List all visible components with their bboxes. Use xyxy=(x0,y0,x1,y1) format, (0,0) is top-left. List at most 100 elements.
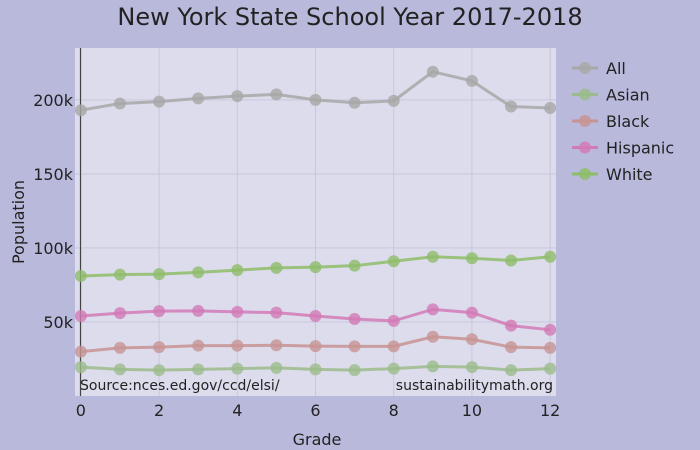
data-point-asian[interactable] xyxy=(387,362,400,375)
legend-item-hispanic[interactable]: Hispanic xyxy=(572,139,674,158)
legend-marker-asian xyxy=(579,88,591,101)
legend-item-asian[interactable]: Asian xyxy=(572,86,650,105)
data-point-hispanic[interactable] xyxy=(505,319,518,332)
credit-annotation: sustainabilitymath.org xyxy=(396,378,553,394)
series-black xyxy=(74,330,557,358)
data-point-black[interactable] xyxy=(231,339,244,352)
data-point-hispanic[interactable] xyxy=(231,305,244,318)
y-tick-label: 200k xyxy=(33,91,74,110)
data-point-black[interactable] xyxy=(153,341,166,354)
data-point-asian[interactable] xyxy=(74,361,87,374)
data-point-asian[interactable] xyxy=(192,363,205,376)
x-tick-label: 8 xyxy=(389,401,399,420)
data-point-white[interactable] xyxy=(465,252,478,265)
legend-label-hispanic: Hispanic xyxy=(606,139,674,158)
data-point-black[interactable] xyxy=(348,340,361,353)
data-point-white[interactable] xyxy=(544,250,557,263)
data-point-black[interactable] xyxy=(465,333,478,346)
data-point-asian[interactable] xyxy=(426,360,439,373)
data-point-all[interactable] xyxy=(270,88,283,101)
data-point-hispanic[interactable] xyxy=(387,314,400,327)
legend-label-black: Black xyxy=(606,112,650,131)
data-point-all[interactable] xyxy=(426,65,439,78)
data-point-all[interactable] xyxy=(348,96,361,109)
x-axis-label: Grade xyxy=(293,430,342,449)
data-point-all[interactable] xyxy=(544,101,557,114)
data-point-black[interactable] xyxy=(426,330,439,343)
data-point-all[interactable] xyxy=(74,104,87,117)
data-point-hispanic[interactable] xyxy=(426,303,439,316)
data-point-asian[interactable] xyxy=(348,364,361,377)
x-tick-label: 12 xyxy=(540,401,560,420)
data-point-white[interactable] xyxy=(387,255,400,268)
legend-marker-white xyxy=(579,168,591,180)
legend-item-black[interactable]: Black xyxy=(572,112,650,131)
data-point-asian[interactable] xyxy=(465,361,478,374)
legend-item-white[interactable]: White xyxy=(572,165,653,184)
data-point-black[interactable] xyxy=(74,345,87,358)
data-point-white[interactable] xyxy=(153,268,166,281)
data-point-all[interactable] xyxy=(505,100,518,113)
y-tick-label: 50k xyxy=(43,313,73,332)
x-tick-label: 0 xyxy=(76,401,86,420)
data-point-black[interactable] xyxy=(309,340,322,353)
y-tick-label: 100k xyxy=(33,239,74,258)
legend-marker-hispanic xyxy=(579,141,591,154)
data-point-black[interactable] xyxy=(505,341,518,354)
legend-marker-black xyxy=(579,115,591,127)
data-point-black[interactable] xyxy=(270,339,283,352)
legend: All Asian Black Hispanic White xyxy=(572,59,674,184)
y-tick-label: 150k xyxy=(33,165,74,184)
data-point-asian[interactable] xyxy=(505,364,518,377)
chart-title: New York State School Year 2017-2018 xyxy=(117,3,582,31)
data-point-white[interactable] xyxy=(231,264,244,277)
series-white xyxy=(74,250,557,283)
data-point-asian[interactable] xyxy=(231,362,244,375)
data-point-black[interactable] xyxy=(192,339,205,352)
data-point-white[interactable] xyxy=(113,268,126,281)
series-layer xyxy=(74,65,557,377)
data-point-asian[interactable] xyxy=(153,364,166,377)
series-asian xyxy=(74,360,557,377)
data-point-hispanic[interactable] xyxy=(153,305,166,318)
legend-label-all: All xyxy=(606,59,626,78)
data-point-white[interactable] xyxy=(270,261,283,274)
tick-labels: 0 2 4 6 8 10 12 50k 100k 150k 200k xyxy=(33,91,560,420)
data-point-all[interactable] xyxy=(309,93,322,106)
legend-marker-all xyxy=(579,62,591,74)
data-point-hispanic[interactable] xyxy=(348,312,361,325)
data-point-black[interactable] xyxy=(387,340,400,353)
data-point-asian[interactable] xyxy=(544,362,557,375)
x-tick-label: 2 xyxy=(154,401,164,420)
data-point-hispanic[interactable] xyxy=(270,306,283,319)
data-point-hispanic[interactable] xyxy=(74,310,87,323)
data-point-all[interactable] xyxy=(113,97,126,110)
data-point-asian[interactable] xyxy=(309,363,322,376)
legend-item-all[interactable]: All xyxy=(572,59,626,78)
data-point-white[interactable] xyxy=(74,270,87,283)
data-point-hispanic[interactable] xyxy=(192,304,205,317)
data-point-hispanic[interactable] xyxy=(465,306,478,319)
data-point-asian[interactable] xyxy=(270,361,283,374)
data-point-black[interactable] xyxy=(544,341,557,354)
data-point-all[interactable] xyxy=(465,74,478,87)
data-point-white[interactable] xyxy=(505,254,518,267)
data-point-white[interactable] xyxy=(426,250,439,263)
x-tick-label: 6 xyxy=(310,401,320,420)
data-point-hispanic[interactable] xyxy=(113,307,126,320)
y-axis-label: Population xyxy=(9,180,28,264)
data-point-asian[interactable] xyxy=(113,363,126,376)
data-point-white[interactable] xyxy=(309,261,322,274)
data-point-white[interactable] xyxy=(192,266,205,279)
data-point-all[interactable] xyxy=(231,90,244,103)
data-point-white[interactable] xyxy=(348,259,361,272)
data-point-all[interactable] xyxy=(192,92,205,105)
data-point-all[interactable] xyxy=(387,94,400,107)
series-all xyxy=(74,65,557,117)
data-point-hispanic[interactable] xyxy=(309,310,322,323)
data-point-black[interactable] xyxy=(113,341,126,354)
data-point-hispanic[interactable] xyxy=(544,323,557,336)
data-point-all[interactable] xyxy=(153,95,166,108)
legend-label-asian: Asian xyxy=(606,86,650,105)
series-hispanic xyxy=(74,303,557,336)
